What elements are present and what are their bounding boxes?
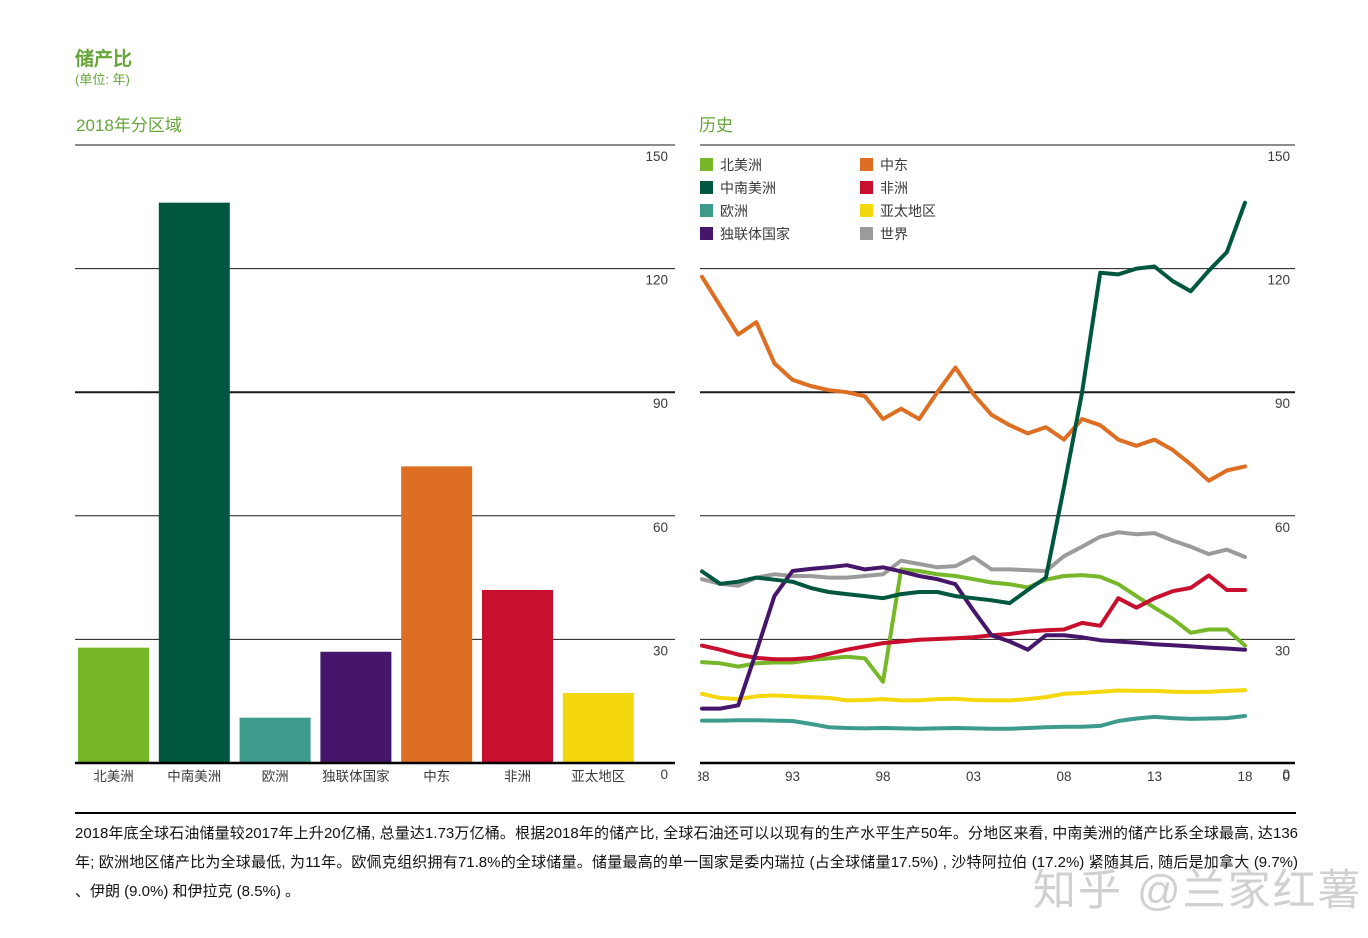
legend-swatch-北美洲 [700,158,713,171]
legend-swatch-亚太地区 [860,204,873,217]
series-line-欧洲 [700,714,1247,731]
bar-非洲 [482,589,553,763]
y-tick-label-150: 150 [645,149,668,164]
legend-swatch-中南美洲 [700,181,713,194]
line-chart-title: 历史 [699,116,733,135]
series-line-非洲 [700,573,1247,662]
legend-label-欧洲: 欧洲 [720,202,748,219]
bar-亚太地区 [562,692,634,763]
y-tick-label-30: 30 [1275,643,1290,658]
legend-label-独联体国家: 独联体国家 [720,225,790,242]
legend-label-中东: 中东 [880,156,908,173]
bar-中南美洲 [158,202,230,763]
legend-label-中南美洲: 中南美洲 [720,179,776,196]
x-tick-label-98: 98 [875,769,890,784]
x-tick-label-88: 88 [698,769,710,784]
line-chart-legend: 北美洲中南美洲欧洲独联体国家 中东非洲亚太地区世界 [700,153,936,245]
bar-label-非洲: 非洲 [504,769,531,784]
y-tick-label-0: 0 [660,767,668,782]
bar-独联体国家 [320,651,392,763]
x-tick-label-93: 93 [785,769,800,784]
y-tick-label-60: 60 [653,520,668,535]
bar-chart: 0 30 60 90 120 150 北美洲 中南美洲 欧洲 独联体国家 中东 非洲 亚太地区 [75,144,675,784]
series-line-独联体国家 [700,563,1247,711]
legend-label-世界: 世界 [880,225,908,242]
y-tick-label-30: 30 [653,643,668,658]
legend-item-独联体国家: 独联体国家 [700,227,860,241]
series-line-中南美洲 [700,200,1247,606]
footnote-text: 2018年底全球石油储量较2017年上升20亿桶, 总量达1.73万亿桶。根据2… [75,825,1298,900]
bar-欧洲 [239,717,311,763]
bar-label-亚太地区: 亚太地区 [571,769,625,784]
legend-item-北美洲: 北美洲 [700,158,860,172]
bar-label-中东: 中东 [423,769,450,784]
bar-中东 [401,466,473,763]
y-tick-label-120: 120 [645,273,668,288]
page-title: 储产比 [75,49,133,70]
watermark: 知乎 @兰家红薯 [1033,867,1363,915]
x-tick-label-13: 13 [1147,769,1162,784]
legend-swatch-独联体国家 [700,227,713,240]
legend-item-中南美洲: 中南美洲 [700,181,860,195]
x-tick-label-08: 08 [1056,769,1071,784]
series-line-世界 [700,530,1247,588]
legend-swatch-非洲 [860,181,873,194]
series-line-北美洲 [700,567,1247,684]
y-tick-label-150: 150 [1267,149,1290,164]
y-tick-label-60: 60 [1275,520,1290,535]
legend-item-中东: 中东 [860,158,936,172]
x-tick-label-18: 18 [1237,769,1252,784]
legend-item-非洲: 非洲 [860,181,936,195]
y-tick-label-90: 90 [653,396,668,411]
x-axis-zero-label: 0 [1282,769,1290,784]
series-line-亚太地区 [700,688,1247,703]
bar-label-中南美洲: 中南美洲 [167,769,221,784]
legend-item-亚太地区: 亚太地区 [860,204,936,218]
y-tick-label-0: 0 [1282,767,1290,782]
bar-label-欧洲: 欧洲 [262,769,289,784]
legend-label-北美洲: 北美洲 [720,156,762,173]
legend-swatch-中东 [860,158,873,171]
legend-swatch-世界 [860,227,873,240]
y-tick-label-90: 90 [1275,396,1290,411]
bar-label-北美洲: 北美洲 [93,769,134,784]
page-subtitle: (单位: 年) [75,72,130,87]
y-tick-label-120: 120 [1267,273,1290,288]
x-tick-label-03: 03 [966,769,981,784]
legend-label-亚太地区: 亚太地区 [880,202,936,219]
bar-chart-title: 2018年分区域 [76,116,182,135]
legend-swatch-欧洲 [700,204,713,217]
bar-label-独联体国家: 独联体国家 [322,768,390,784]
footnote-divider [75,812,1296,814]
legend-label-非洲: 非洲 [880,179,908,196]
series-line-中东 [700,274,1247,483]
legend-item-欧洲: 欧洲 [700,204,860,218]
bar-北美洲 [78,647,149,763]
legend-item-世界: 世界 [860,227,936,241]
